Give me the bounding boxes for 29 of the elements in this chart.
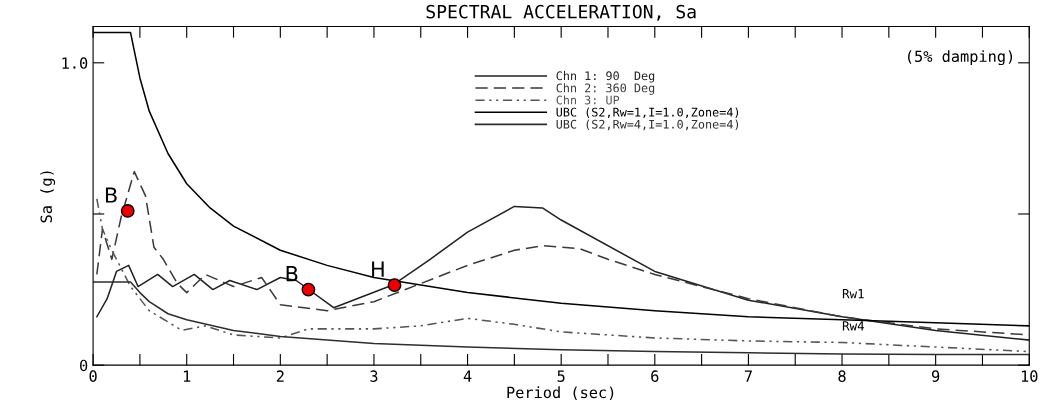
annotation: H — [372, 261, 384, 277]
annotation: B — [286, 266, 298, 282]
x-axis-title: Period (sec) — [507, 386, 614, 400]
x-tick-label: 0 — [89, 370, 97, 382]
annotation: B — [105, 187, 117, 203]
x-tick-label: 3 — [370, 370, 378, 382]
chart-title: SPECTRAL ACCELERATION, Sa — [426, 4, 696, 21]
annotation: Rw1 — [842, 289, 864, 299]
text: UBC (S2,Rw=1,I=1.0,Zone=4) — [556, 107, 739, 119]
x-tick-label: 10 — [1021, 370, 1038, 382]
x-tick-label: 2 — [276, 370, 284, 382]
point — [301, 282, 316, 297]
annotation: Rw4 — [842, 321, 865, 331]
point — [387, 278, 402, 292]
text: Chn 3: UP — [556, 95, 620, 105]
y-axis-title: Sa (g) — [40, 171, 56, 223]
x-tick-label: 1 — [183, 370, 191, 382]
x-tick-label: 8 — [838, 370, 846, 382]
text: UBC (S2,Rw=4,I=1.0,Zone=4) — [556, 119, 739, 131]
x-tick-label: 5 — [557, 370, 565, 382]
y-tick-label: 1.0 — [62, 57, 88, 69]
text: Chn 2: 360 Deg — [556, 83, 655, 95]
point — [120, 204, 135, 218]
x-tick-label: 7 — [744, 370, 752, 382]
annotation: (5% damping) — [908, 50, 1013, 66]
x-tick-label: 4 — [463, 370, 472, 382]
x-tick-label: 9 — [932, 370, 940, 382]
x-tick-label: 6 — [651, 370, 659, 382]
text: Chn 1: 90 Deg — [556, 71, 655, 83]
